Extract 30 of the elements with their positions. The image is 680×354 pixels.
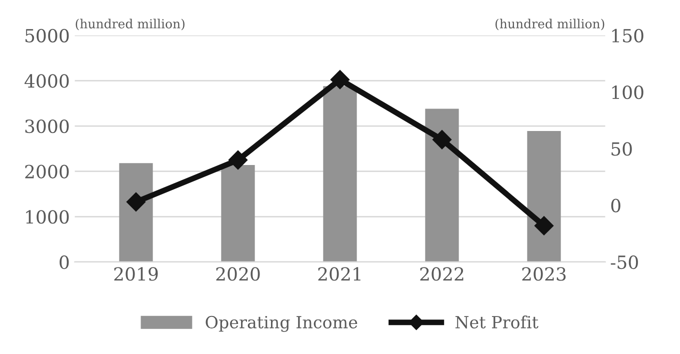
- bar: [221, 164, 255, 262]
- x-tick-label: 2022: [420, 267, 464, 281]
- y-tick-label: 4000: [24, 74, 69, 88]
- y2-tick-label: 50: [612, 142, 632, 156]
- y2-axis-title: (hundred million): [496, 18, 604, 30]
- bar: [119, 163, 153, 262]
- y2-tick-label: 100: [612, 86, 644, 100]
- y-tick-label: 3000: [25, 119, 69, 134]
- y2-tick-label: 150: [612, 28, 644, 43]
- point: [534, 216, 554, 236]
- y-axis-title: (hundred million): [76, 18, 184, 30]
- x-tick-label: 2019: [114, 267, 158, 281]
- y2-tick-label: 0: [611, 198, 620, 212]
- bar: [425, 108, 459, 262]
- point: [228, 150, 248, 170]
- y-tick-label: 0: [60, 255, 69, 270]
- bar: [323, 86, 357, 262]
- x-tick-label: 2021: [318, 267, 360, 281]
- x-tick-label: 2023: [522, 267, 566, 281]
- y-tick-label: 1000: [26, 210, 69, 224]
- y2-tick-label: -50: [610, 255, 638, 270]
- point: [432, 130, 452, 150]
- bar: [527, 131, 561, 262]
- x-tick-label: 2020: [216, 267, 260, 281]
- legend-label: Net Profit: [455, 316, 538, 328]
- y-tick-label: 5000: [26, 28, 69, 43]
- y-tick-label: 2000: [25, 164, 69, 178]
- legend-label: Operating Income: [206, 316, 358, 332]
- point: [126, 192, 146, 212]
- point: [330, 70, 350, 90]
